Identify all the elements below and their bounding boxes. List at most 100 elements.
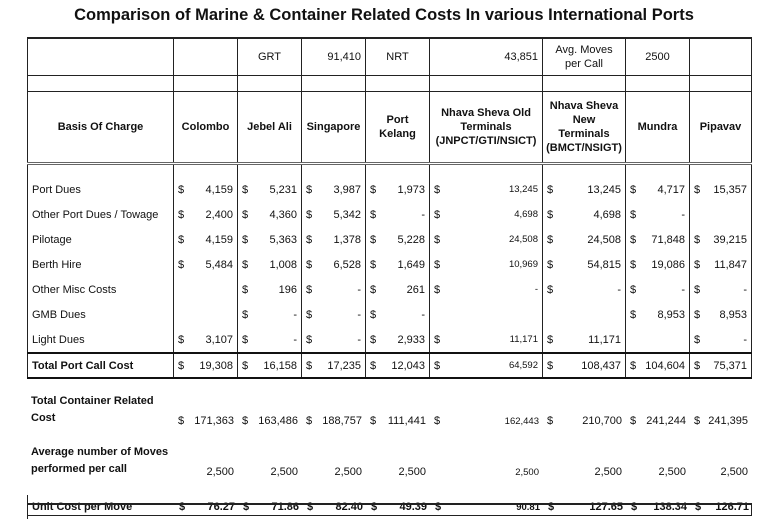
gap — [27, 430, 752, 444]
currency-symbol: $ — [548, 501, 555, 513]
amount: 19,308 — [199, 359, 233, 372]
amount: 4,717 — [657, 183, 685, 196]
value-cell: $1,008 — [238, 252, 302, 277]
amount: 11,847 — [714, 258, 747, 271]
currency-symbol: $ — [370, 233, 377, 246]
cost-comparison-table: GRT 91,410 NRT 43,851 Avg. Moves per Call 250… — [27, 37, 752, 519]
amount: 210,700 — [582, 415, 622, 427]
value-cell: $4,717 — [626, 177, 690, 202]
table-row-blank — [27, 76, 752, 92]
value-cell: $11,847 — [690, 252, 752, 277]
currency-symbol: $ — [434, 415, 441, 427]
value-cell: $24,508 — [430, 227, 543, 252]
amount: 104,604 — [645, 359, 685, 372]
currency-symbol: $ — [694, 308, 701, 321]
currency-symbol: $ — [178, 415, 185, 427]
currency-symbol: $ — [242, 415, 249, 427]
currency-symbol: $ — [370, 208, 377, 221]
value-cell: $ - — [302, 327, 366, 352]
currency-symbol: $ — [370, 258, 377, 271]
amount: 2,500 — [720, 466, 748, 478]
blank-cell — [430, 76, 543, 91]
amount: 24,508 — [587, 233, 621, 246]
currency-symbol: $ — [694, 183, 701, 196]
value-cell: $19,308 — [174, 354, 238, 377]
currency-symbol: $ — [306, 183, 313, 196]
table-row: Average number of Moves performed per ca… — [27, 444, 752, 481]
amount: 4,159 — [205, 183, 233, 196]
amount: 11,171 — [588, 333, 621, 346]
blank-cell — [27, 165, 174, 177]
value-cell: $4,159 — [174, 177, 238, 202]
currency-symbol: $ — [435, 501, 442, 513]
info-cell: NRT — [366, 39, 430, 75]
value-cell: $5,484 — [174, 252, 238, 277]
blank-cell — [174, 165, 238, 177]
currency-symbol: $ — [243, 501, 250, 513]
amount: 5,231 — [269, 183, 297, 196]
amount: - — [357, 308, 361, 321]
currency-symbol: $ — [370, 283, 377, 296]
column-header: Basis Of Charge — [27, 92, 174, 162]
table-header-row: Basis Of Charge Colombo Jebel Ali Singapore… — [27, 92, 752, 165]
currency-symbol: $ — [370, 308, 377, 321]
amount: 5,228 — [397, 233, 425, 246]
value-cell: $ - — [626, 277, 690, 302]
amount: 163,486 — [258, 415, 298, 427]
table-row: Light Dues $3,107 $ - $ - $2,933 $11,171 $11,171… — [27, 327, 752, 352]
value-cell — [174, 302, 238, 327]
column-header: Jebel Ali — [238, 92, 302, 162]
currency-symbol: $ — [242, 308, 249, 321]
blank-cell — [690, 76, 752, 91]
value-cell: $12,043 — [366, 354, 430, 377]
amount: 64,592 — [508, 360, 538, 371]
currency-symbol: $ — [178, 258, 185, 271]
currency-symbol: $ — [434, 208, 441, 221]
currency-symbol: $ — [178, 333, 185, 346]
value-cell: $5,363 — [238, 227, 302, 252]
value-cell — [430, 302, 543, 327]
blank-cell — [302, 165, 366, 177]
amount: 3,107 — [205, 333, 233, 346]
table-row-spacer — [27, 165, 752, 177]
currency-symbol: $ — [694, 258, 701, 271]
value-cell: $54,815 — [543, 252, 626, 277]
row-label: Port Dues — [27, 177, 174, 202]
currency-symbol: $ — [306, 208, 313, 221]
value-cell: 2,500 — [238, 444, 302, 481]
row-label: Total Port Call Cost — [27, 354, 174, 377]
blank-cell — [626, 165, 690, 177]
currency-symbol: $ — [242, 283, 249, 296]
table-row: Berth Hire $5,484 $1,008 $6,528 $1,649 $10,96… — [27, 252, 752, 277]
currency-symbol: $ — [434, 233, 441, 246]
value-cell: $1,973 — [366, 177, 430, 202]
info-cell: Avg. Moves per Call — [543, 39, 626, 75]
amount: 12,043 — [391, 359, 425, 372]
gap — [27, 379, 752, 393]
amount: 5,342 — [333, 208, 361, 221]
currency-symbol: $ — [630, 283, 637, 296]
value-cell: $8,953 — [690, 302, 752, 327]
value-cell: 2,500 — [626, 444, 690, 481]
value-cell: 2,500 — [366, 444, 430, 481]
currency-symbol: $ — [306, 359, 313, 372]
amount: 1,378 — [333, 233, 361, 246]
amount: 75,371 — [713, 359, 747, 372]
table-row: Total Container Related Cost $171,363 $163… — [27, 393, 752, 430]
info-cell: 2500 — [626, 39, 690, 75]
blank-cell — [366, 165, 430, 177]
table-row: Other Port Dues / Towage $2,400 $4,360 $5,3… — [27, 202, 752, 227]
row-label: Other Port Dues / Towage — [27, 202, 174, 227]
value-cell — [626, 327, 690, 352]
value-cell: $17,235 — [302, 354, 366, 377]
currency-symbol: $ — [630, 308, 637, 321]
amount: 13,245 — [508, 184, 538, 195]
amount: 2,500 — [594, 466, 622, 478]
amount: 4,698 — [593, 208, 621, 221]
blank-cell — [626, 76, 690, 91]
gap — [27, 481, 752, 495]
value-cell: 2,500 — [543, 444, 626, 481]
bottom-border-row — [27, 503, 752, 516]
currency-symbol: $ — [178, 183, 185, 196]
value-cell: $261 — [366, 277, 430, 302]
